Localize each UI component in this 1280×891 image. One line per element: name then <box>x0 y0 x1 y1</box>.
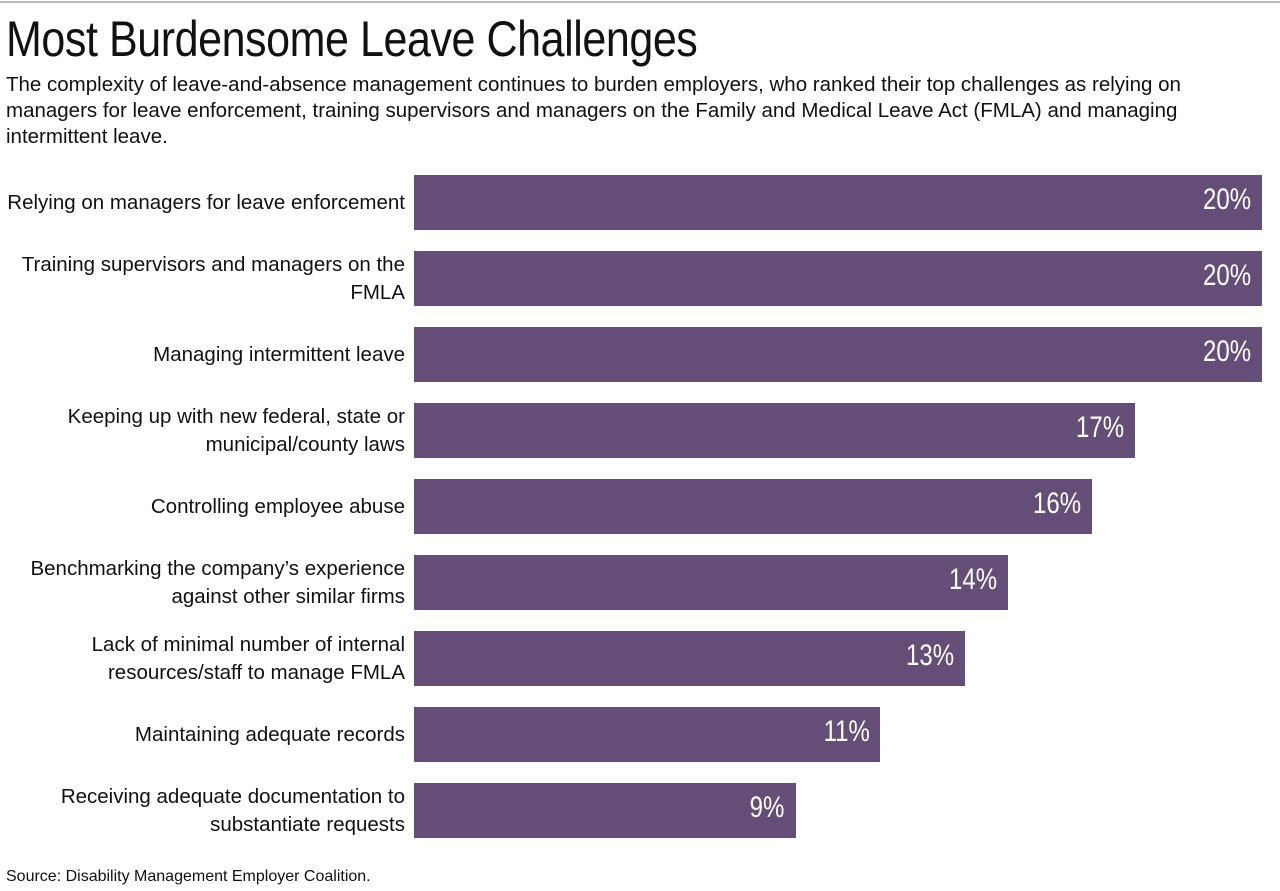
category-label: Keeping up with new federal, state or mu… <box>67 404 405 456</box>
bar <box>414 707 881 762</box>
data-label: 20% <box>1202 183 1251 216</box>
source-note: Source: Disability Management Employer C… <box>6 868 371 885</box>
data-label: 13% <box>906 639 955 672</box>
bar <box>414 631 966 686</box>
data-label: 9% <box>749 791 785 824</box>
category-label: Managing intermittent leave <box>153 342 405 366</box>
data-label: 17% <box>1075 411 1124 444</box>
category-label: Lack of minimal number of internal resou… <box>91 632 405 684</box>
category-label: Controlling employee abuse <box>150 494 405 518</box>
category-label: Training supervisors and managers on the… <box>21 252 405 304</box>
data-label: 14% <box>948 563 997 596</box>
bar <box>414 783 796 838</box>
category-label: Benchmarking the company’s experience ag… <box>30 556 405 608</box>
top-rule <box>0 1 1280 3</box>
bar <box>414 327 1262 382</box>
bar <box>414 251 1262 306</box>
bar <box>414 403 1135 458</box>
chart-subtitle: The complexity of leave-and-absence mana… <box>6 73 1181 148</box>
data-label: 20% <box>1202 335 1251 368</box>
bar <box>414 555 1008 610</box>
category-label: Receiving adequate documentation to subs… <box>60 784 405 836</box>
category-label: Relying on managers for leave enforcemen… <box>7 190 405 214</box>
data-label: 16% <box>1033 487 1082 520</box>
bar <box>414 175 1262 230</box>
bar <box>414 479 1093 534</box>
data-label: 11% <box>823 715 870 748</box>
data-label: 20% <box>1202 259 1251 292</box>
chart-title: Most Burdensome Leave Challenges <box>6 11 698 67</box>
category-label: Maintaining adequate records <box>134 722 405 746</box>
